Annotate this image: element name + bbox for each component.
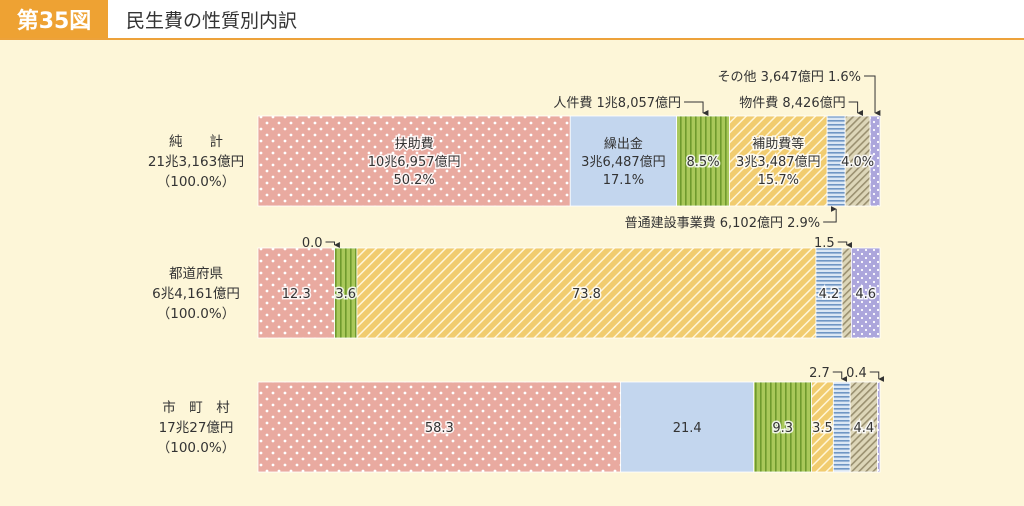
callout-leader-line — [869, 371, 885, 382]
callout-label: 2.7 — [809, 366, 830, 381]
bar-segment — [877, 381, 881, 473]
row-label: 市 町 村 — [162, 399, 230, 416]
segment-label: 17.1% — [603, 173, 644, 188]
bar-segment — [257, 115, 571, 207]
bar-segment — [676, 115, 730, 207]
segment-label: 3兆6,487億円 — [581, 154, 666, 170]
callout-leader-line — [832, 371, 848, 382]
callout-leader-line — [837, 241, 853, 248]
bar-segment — [620, 381, 755, 473]
segment-label: 4.6 — [855, 287, 876, 302]
callout-leader-line — [823, 206, 837, 223]
segment-label: 補助費等 — [752, 136, 804, 152]
bar-segment — [356, 247, 817, 339]
row-label: （100.0%） — [157, 440, 235, 456]
row-label: （100.0%） — [157, 306, 235, 322]
figure-number-badge: 第35図 — [0, 0, 108, 38]
row-label: 純 計 — [169, 134, 223, 150]
segment-label: 8.5% — [687, 155, 720, 170]
bar-segment — [257, 381, 622, 473]
callout-label: 人件費 1兆8,057億円 — [553, 95, 681, 111]
figure-title: 民生費の性質別内訳 — [126, 9, 298, 32]
callout-leader-line — [325, 241, 340, 248]
segment-label: 繰出金 — [604, 136, 643, 152]
callout-label: その他 3,647億円 1.6% — [718, 69, 862, 85]
bar-segment — [569, 115, 677, 207]
bar-segment — [850, 247, 881, 339]
segment-label: 3.5 — [812, 421, 833, 436]
bar-segment — [869, 115, 881, 207]
segment-label: 9.3 — [772, 421, 793, 436]
row-label: 21兆3,163億円 — [148, 154, 244, 170]
bar-segment — [257, 247, 335, 339]
row-label: （100.0%） — [157, 174, 235, 190]
segment-label: 12.3 — [282, 287, 311, 302]
segment-label: 扶助費 — [395, 137, 434, 152]
bar-segment — [832, 381, 851, 473]
segment-label: 4.2 — [819, 287, 840, 302]
callout-label: 0.0 — [302, 236, 323, 251]
callout-label: 0.4 — [846, 366, 867, 381]
row-label: 6兆4,161億円 — [152, 286, 240, 302]
segment-label: 4.0% — [841, 155, 874, 170]
segment-label: 3.6 — [335, 287, 356, 302]
callout-label: 1.5 — [814, 236, 835, 251]
segment-label: 15.7% — [758, 173, 799, 188]
segment-label: 3兆3,487億円 — [736, 154, 821, 170]
segment-label: 50.2% — [393, 173, 434, 188]
bar-segment — [815, 247, 843, 339]
segment-label: 73.8 — [572, 287, 601, 302]
bar-segment — [841, 247, 852, 339]
callout-leader-line — [684, 101, 709, 116]
bar-segment — [729, 115, 828, 207]
segment-label: 21.4 — [673, 421, 702, 436]
segment-label: 10兆6,957億円 — [368, 154, 461, 170]
row-label: 都道府県 — [169, 266, 223, 282]
callout-leader-line — [848, 101, 864, 116]
row-label: 17兆27億円 — [159, 420, 234, 436]
callout-leader-line — [864, 75, 881, 116]
bar-segment — [753, 381, 812, 473]
callout-label: 普通建設事業費 6,102億円 2.9% — [625, 215, 821, 231]
segment-label: 58.3 — [425, 421, 454, 436]
bar-segment — [849, 381, 878, 473]
segment-label: 4.4 — [853, 421, 874, 436]
callout-label: 物件費 8,426億円 — [739, 95, 845, 111]
figure-header: 第35図 民生費の性質別内訳 — [0, 0, 1024, 40]
